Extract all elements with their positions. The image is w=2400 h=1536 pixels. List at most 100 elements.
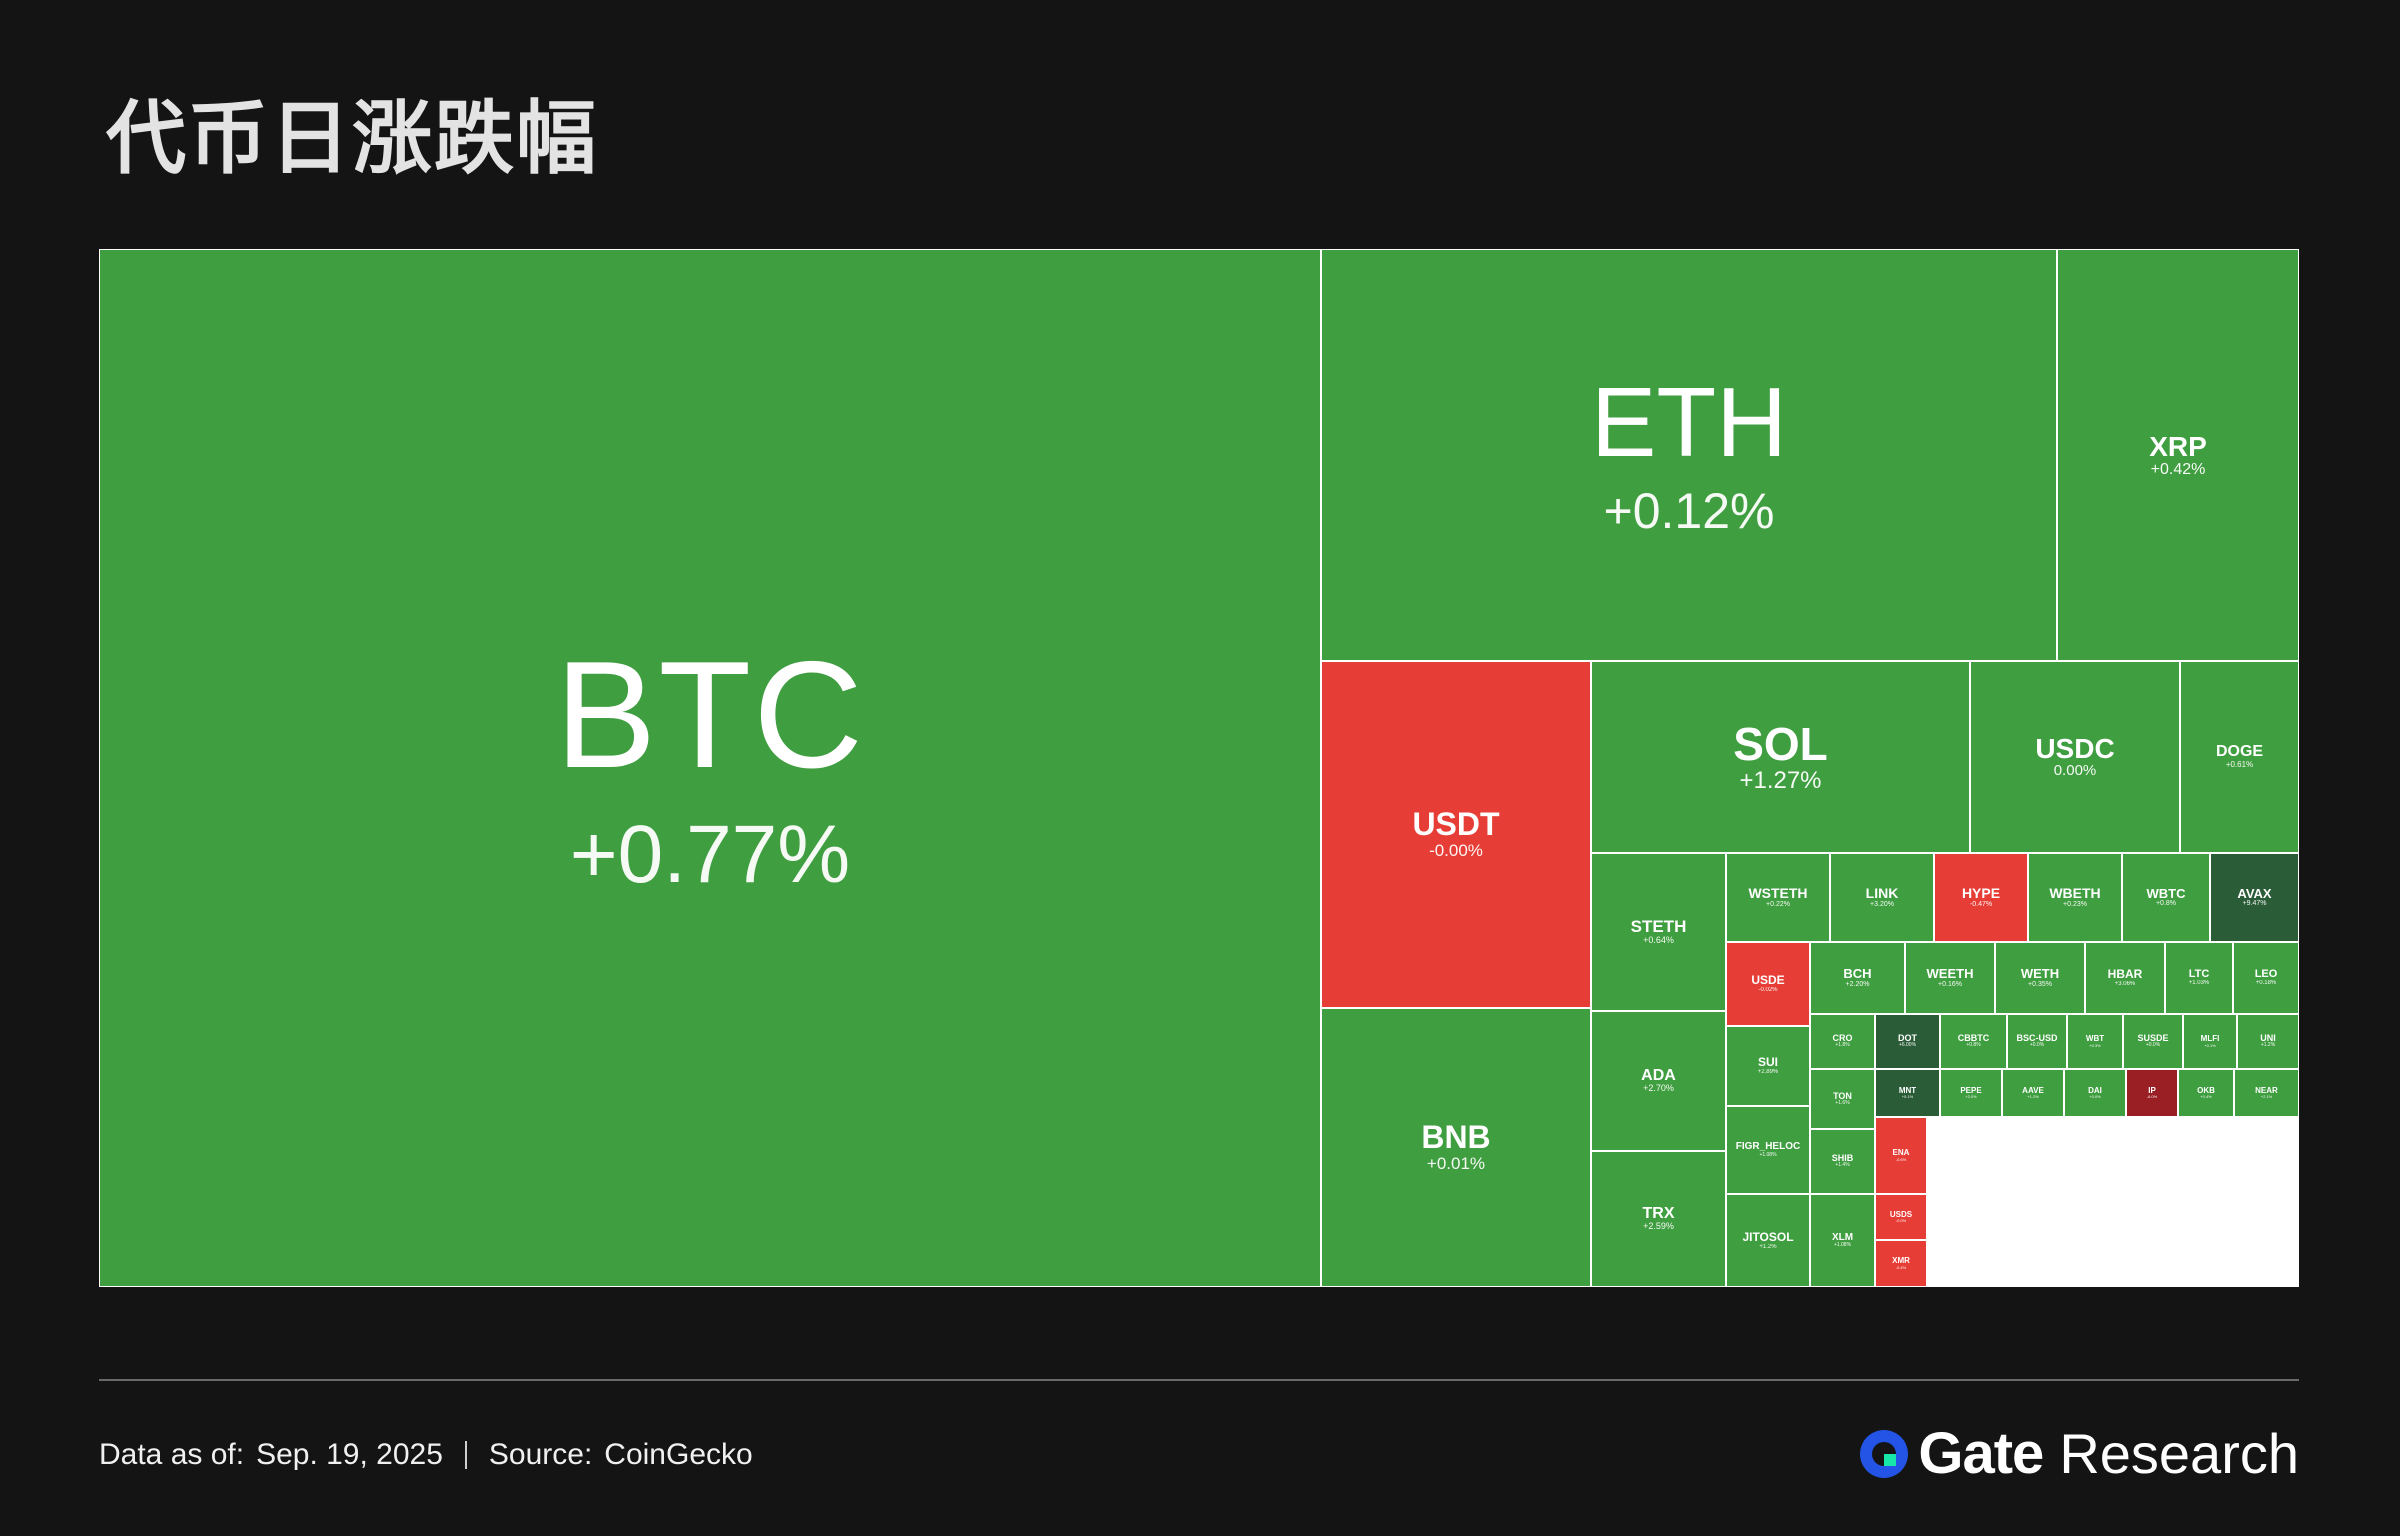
tile-change: +0.1% <box>2204 1042 2216 1048</box>
tile-change: +0.4% <box>2200 1094 2212 1099</box>
treemap-tile-hbar: HBAR +3.06% <box>2085 942 2165 1014</box>
tile-symbol: UNI <box>2260 1033 2276 1044</box>
tile-change: -0.47% <box>1969 901 1993 908</box>
tile-symbol: DOT <box>1898 1033 1917 1044</box>
tile-change: +0.23% <box>2063 901 2087 908</box>
tile-change: +0.0% <box>2029 1042 2045 1049</box>
tile-change: 0.00% <box>2053 762 2097 780</box>
tile-symbol: LTC <box>2188 967 2210 980</box>
source-label: Source: <box>488 1438 593 1471</box>
tile-change: +0.12% <box>1603 482 1775 539</box>
treemap-tile-cro: CRO +1.8% <box>1810 1014 1875 1069</box>
treemap-chart: BTC +0.77% ETH +0.12% XRP +0.42% USDT -0.00% SOL… <box>99 249 2299 1287</box>
tile-change: +9.47% <box>2242 900 2267 908</box>
tile-change: +1.6% <box>1835 1099 1850 1106</box>
tile-change: -0.00% <box>1429 840 1483 860</box>
treemap-tile-ton: TON +1.6% <box>1810 1069 1875 1129</box>
tile-symbol: PEPE <box>1960 1085 1982 1095</box>
treemap-tile-shib: SHIB +1.4% <box>1810 1129 1875 1194</box>
tile-symbol: CBBTC <box>1957 1033 1990 1044</box>
tile-change: +1.08% <box>1833 1242 1852 1248</box>
treemap-tile-eth: ETH +0.12% <box>1321 249 2057 661</box>
tile-change: +1.03% <box>2188 980 2210 987</box>
footer-divider <box>99 1379 2299 1381</box>
treemap-tile-susde: SUSDE +0.0% <box>2123 1014 2183 1069</box>
tile-symbol: USDC <box>2035 733 2115 765</box>
tile-change: +6.00% <box>1898 1042 1917 1049</box>
gate-logo-icon <box>1860 1429 1909 1478</box>
treemap-tile-xlm: XLM +1.08% <box>1810 1194 1875 1287</box>
tile-change: +2.0% <box>1965 1094 1977 1099</box>
tile-symbol: ADA <box>1641 1066 1676 1084</box>
tile-change: +0.01% <box>1426 1153 1486 1173</box>
tile-symbol: DAI <box>2088 1085 2102 1095</box>
treemap-tile-wbt: WBT +0.3% <box>2067 1014 2123 1069</box>
treemap-tile-wsteth: WSTETH +0.22% <box>1726 853 1830 942</box>
tile-symbol: BTC <box>555 630 865 801</box>
treemap-tile-okb: OKB +0.4% <box>2178 1069 2234 1117</box>
tile-symbol: DOGE <box>2215 743 2264 761</box>
treemap-tile-xmr: XMR -0.4% <box>1875 1240 1927 1287</box>
treemap-tile-usdc: USDC 0.00% <box>1970 661 2180 853</box>
tile-symbol: HBAR <box>2107 967 2143 982</box>
treemap-tile-ip: IP -6.0% <box>2126 1069 2178 1117</box>
treemap-tile-sui: SUI +2.89% <box>1726 1026 1810 1106</box>
treemap-tile-wbtc: WBTC +0.8% <box>2122 853 2210 942</box>
tile-symbol: BCH <box>1843 966 1872 982</box>
treemap-tile-ada: ADA +2.70% <box>1591 1011 1726 1151</box>
tile-change: +0.3% <box>2089 1042 2101 1048</box>
tile-symbol: LINK <box>1865 885 1899 902</box>
tile-symbol: STETH <box>1630 917 1687 937</box>
tile-change: +0.8% <box>2155 900 2177 908</box>
treemap-tile-ltc: LTC +1.03% <box>2165 942 2233 1014</box>
tile-change: +0.77% <box>569 808 851 900</box>
treemap-tile-wbeth: WBETH +0.23% <box>2028 853 2122 942</box>
tile-change: +1.8% <box>1835 1042 1850 1049</box>
tile-change: -0.4% <box>1895 1264 1907 1270</box>
tile-symbol: TON <box>1833 1090 1852 1101</box>
tile-symbol: FIGR_HELOC <box>1735 1141 1801 1152</box>
tile-symbol: USDE <box>1751 973 1785 988</box>
treemap-tile-steth: STETH +0.64% <box>1591 853 1726 1011</box>
tile-change: +3.06% <box>2114 981 2136 987</box>
tile-symbol: WSTETH <box>1748 885 1808 902</box>
tile-symbol: JITOSOL <box>1742 1229 1794 1244</box>
tile-symbol: NEAR <box>2255 1085 2278 1095</box>
treemap-tile-usdt: USDT -0.00% <box>1321 661 1591 1008</box>
brand-logo: Gate Research <box>1856 1420 2299 1487</box>
footer-separator <box>464 1441 467 1469</box>
treemap-tile-usds: USDS -0.0% <box>1875 1194 1927 1240</box>
tile-change: +0.0% <box>2089 1094 2101 1099</box>
tile-symbol: SUSDE <box>2137 1033 2169 1044</box>
tile-change: +0.42% <box>2150 460 2206 478</box>
tile-symbol: OKB <box>2197 1085 2215 1095</box>
tile-symbol: AVAX <box>2237 885 2272 901</box>
tile-symbol: XLM <box>1831 1231 1854 1243</box>
treemap-tile-weth: WETH +0.35% <box>1995 942 2085 1014</box>
footer-meta: Data as of: Sep. 19, 2025 Source: CoinGe… <box>99 1438 753 1472</box>
tile-symbol: MLFI <box>2200 1034 2220 1044</box>
tile-symbol: WBETH <box>2049 885 2101 902</box>
tile-symbol: XRP <box>2149 430 2207 462</box>
treemap-tile-doge: DOGE +0.61% <box>2180 661 2299 853</box>
treemap-tile-xrp: XRP +0.42% <box>2057 249 2299 661</box>
page-title: 代币日涨跌幅 <box>106 92 598 185</box>
treemap-tile-bnb: BNB +0.01% <box>1321 1008 1591 1287</box>
treemap-tile-leo: LEO +0.18% <box>2233 942 2299 1014</box>
tile-change: +2.70% <box>1643 1083 1674 1094</box>
tile-symbol: MNT <box>1898 1085 1917 1095</box>
tile-change: +1.2% <box>1759 1243 1777 1250</box>
tile-change: +0.64% <box>1643 934 1674 945</box>
tile-symbol: WBTC <box>2146 885 2186 901</box>
treemap-tile-dai: DAI +0.0% <box>2064 1069 2126 1117</box>
tile-change: +2.1% <box>2260 1094 2273 1099</box>
tile-change: +2.59% <box>1643 1221 1674 1232</box>
tile-change: +1.2% <box>2027 1094 2039 1099</box>
tile-symbol: LEO <box>2254 967 2278 980</box>
treemap-tile-bsc-usd: BSC-USD +0.0% <box>2007 1014 2067 1069</box>
treemap-tile-weeth: WEETH +0.16% <box>1905 942 1995 1014</box>
tile-symbol: WEETH <box>1926 966 1974 982</box>
brand-name: Gate <box>1918 1421 2044 1486</box>
treemap-tile-ena: ENA -0.6% <box>1875 1117 1927 1194</box>
treemap-tile-link: LINK +3.20% <box>1830 853 1934 942</box>
